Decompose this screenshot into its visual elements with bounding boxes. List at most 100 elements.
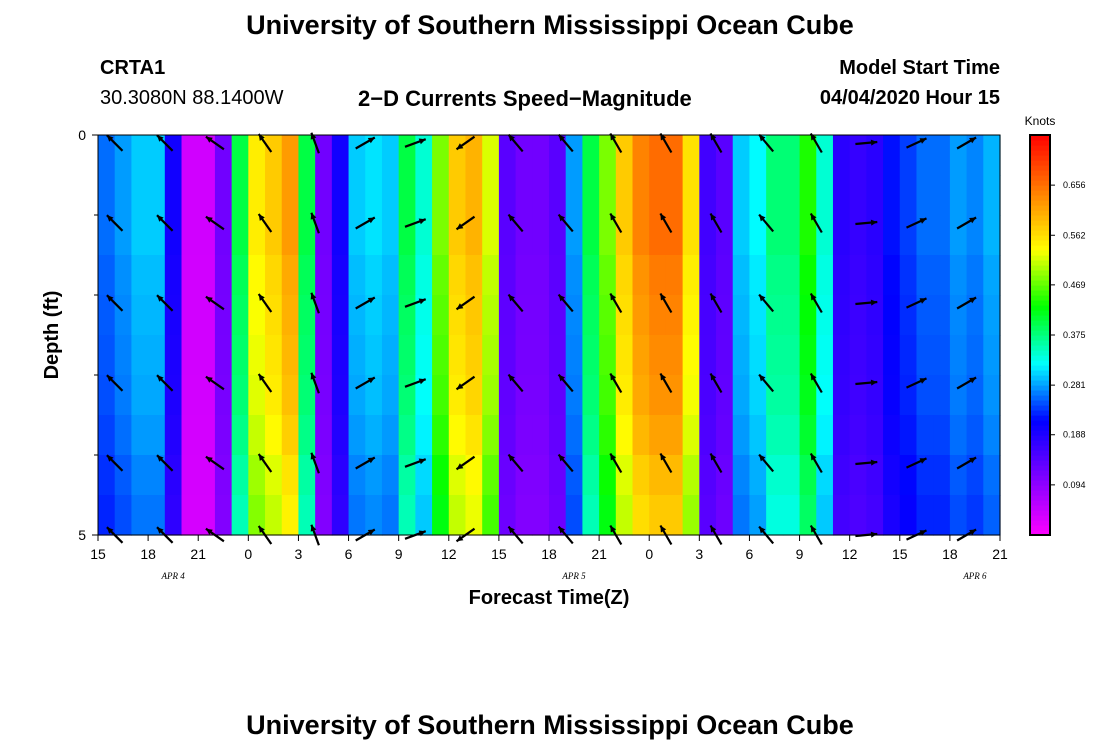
heat-cell [415,255,433,296]
heat-cell [348,215,366,256]
heat-cell [749,375,767,416]
heat-cell [966,455,984,496]
heat-cell [832,335,851,376]
x-tick-label: 0 [645,546,653,562]
heat-cell [432,175,450,216]
heat-cell [565,295,583,336]
colorbar-tick-label: 0.375 [1063,330,1086,340]
heat-cell [315,255,333,296]
colorbar-segment [1030,240,1050,246]
heat-cell [198,175,216,216]
heat-cell [248,255,266,296]
heat-cell [983,375,1001,416]
current-vector [809,212,823,234]
heat-cell [482,415,500,456]
heat-cell [732,495,751,536]
colorbar-segment [1030,230,1050,236]
heat-cell [365,295,383,336]
heat-cell [248,415,266,456]
heat-cell [916,495,934,536]
heat-cell [348,375,366,416]
current-vector [455,295,476,311]
heat-cell [181,135,199,176]
heat-cell [231,455,249,496]
heat-cell [131,295,149,336]
heat-cell [665,175,684,216]
heat-cell [916,175,934,216]
heat-cell [565,375,583,416]
heat-cell [265,255,283,296]
heat-cell [114,255,132,296]
heat-cell [448,175,467,216]
current-vector [156,214,174,232]
heat-cell [381,135,400,176]
heat-cell [782,255,801,296]
heat-cell [482,295,500,336]
heat-cell [498,135,517,176]
heat-cell [381,495,400,536]
heat-cell [331,175,350,216]
heat-cell [131,255,149,296]
heat-cell [164,215,183,256]
heat-cell [398,415,416,456]
heat-cell [899,415,918,456]
colorbar-segment [1030,175,1050,181]
heat-cell [181,255,199,296]
current-vector [156,134,174,152]
heat-cell [983,135,1001,176]
heat-cell [832,255,851,296]
heat-cell [549,415,567,456]
heat-cell [682,495,700,536]
current-vector [609,372,623,394]
heat-cell [799,175,817,216]
heat-cell [281,255,300,296]
heat-cell [615,255,634,296]
heat-cell [515,375,533,416]
colorbar-segment [1030,440,1050,446]
current-vector [609,212,623,234]
heat-cell [916,295,934,336]
heat-cell [515,255,533,296]
colorbar-segment [1030,280,1050,286]
colorbar-segment [1030,390,1050,396]
current-vector [355,296,376,310]
x-tick-label: 21 [190,546,206,562]
heat-cell [98,255,116,296]
heat-cell [498,215,517,256]
x-tick-label: 12 [441,546,457,562]
heat-cell [883,255,901,296]
heat-cell [766,215,784,256]
heat-cell [231,495,249,536]
heat-cell [515,335,533,376]
heat-cell [599,215,617,256]
heat-cell [816,175,834,216]
heat-cell [766,175,784,216]
heat-cell [398,215,416,256]
heat-cell [732,215,751,256]
heat-cell [231,215,249,256]
heat-cell [665,495,684,536]
heat-cell [532,215,550,256]
current-vector [106,374,124,392]
heat-cell [181,215,199,256]
heat-cell [749,455,767,496]
current-vector [205,295,225,311]
heat-cell [265,175,283,216]
heat-cell [782,375,801,416]
heat-cell [949,375,968,416]
heat-cell [231,375,249,416]
colorbar-segment [1030,500,1050,506]
heat-cell [532,455,550,496]
heat-cell [599,455,617,496]
heat-cell [114,215,132,256]
current-vector [257,293,273,313]
axes: 15 18 21 0 3 6 9 12 15 18 21 0 3 6 9 12 15 18 21 APR 4 APR 5… [41,127,1008,609]
current-vector [956,376,977,390]
heat-cell [331,495,350,536]
heat-cell [866,135,884,176]
heat-cell [331,295,350,336]
heat-cell [315,415,333,456]
heat-cell [98,495,116,536]
heat-cell [799,295,817,336]
heat-cell [916,335,934,376]
